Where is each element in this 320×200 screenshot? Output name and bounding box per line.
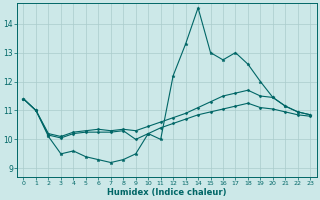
- X-axis label: Humidex (Indice chaleur): Humidex (Indice chaleur): [107, 188, 227, 197]
